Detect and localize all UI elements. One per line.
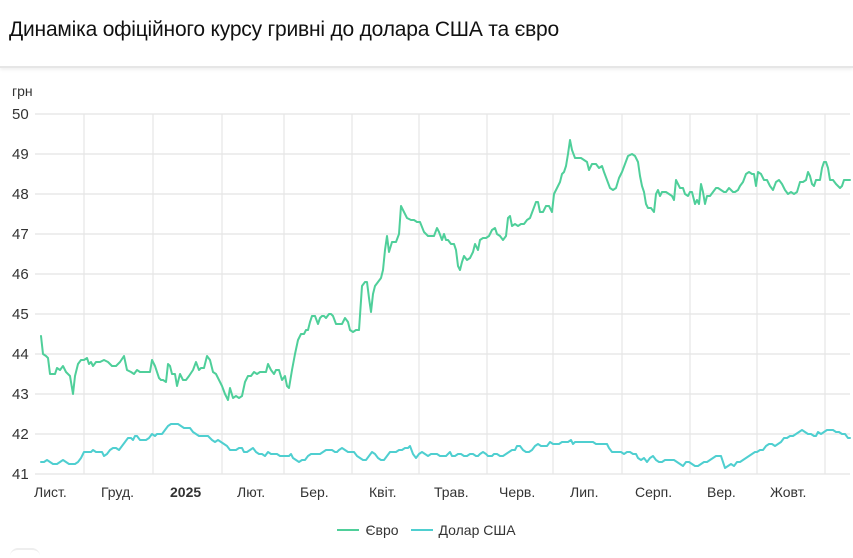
x-tick-label: Черв. bbox=[499, 484, 535, 500]
x-tick-label: Лип. bbox=[570, 484, 598, 500]
x-tick-label: Жовт. bbox=[770, 484, 806, 500]
y-tick-label: 46 bbox=[12, 266, 29, 283]
y-axis-unit: грн bbox=[12, 83, 33, 99]
y-tick-label: 47 bbox=[12, 226, 29, 243]
x-tick-label: Бер. bbox=[300, 484, 329, 500]
legend-item-usd[interactable]: Долар США bbox=[410, 522, 516, 538]
x-axis: Лист. Груд. 2025 Лют. Бер. Квіт. Трав. Черв. Лип… bbox=[34, 484, 806, 500]
y-tick-label: 41 bbox=[12, 466, 29, 483]
x-tick-label: Лют. bbox=[237, 484, 265, 500]
x-tick-label: Вер. bbox=[707, 484, 736, 500]
footer-partial-element bbox=[10, 548, 40, 558]
legend-label-euro: Євро bbox=[365, 522, 399, 538]
page-title: Динаміка офіційного курсу гривні до дола… bbox=[9, 18, 559, 41]
x-tick-label: 2025 bbox=[170, 484, 201, 500]
x-tick-label: Трав. bbox=[434, 484, 469, 500]
series-line-euro[interactable] bbox=[40, 139, 851, 401]
legend-swatch-euro bbox=[337, 529, 360, 531]
y-tick-label: 43 bbox=[12, 386, 29, 403]
y-tick-label: 45 bbox=[12, 306, 29, 323]
chart-series bbox=[40, 139, 851, 469]
legend-swatch-usd bbox=[410, 529, 433, 531]
y-tick-label: 49 bbox=[12, 146, 29, 163]
page-header: Динаміка офіційного курсу гривні до дола… bbox=[0, 0, 853, 68]
y-axis: 41 42 43 44 45 46 47 48 49 50 грн bbox=[12, 83, 33, 483]
x-tick-label: Серп. bbox=[635, 484, 672, 500]
series-line-usd[interactable] bbox=[40, 423, 851, 469]
legend-label-usd: Долар США bbox=[438, 522, 516, 538]
chart-grid bbox=[35, 113, 850, 475]
y-tick-label: 48 bbox=[12, 186, 29, 203]
legend-item-euro[interactable]: Євро bbox=[337, 522, 399, 538]
x-tick-label: Квіт. bbox=[369, 484, 396, 500]
x-tick-label: Груд. bbox=[101, 484, 134, 500]
y-tick-label: 44 bbox=[12, 346, 29, 363]
x-tick-label: Лист. bbox=[34, 484, 67, 500]
chart-legend: Євро Долар США bbox=[0, 522, 853, 538]
y-tick-label: 42 bbox=[12, 426, 29, 443]
y-tick-label: 50 bbox=[12, 106, 29, 123]
